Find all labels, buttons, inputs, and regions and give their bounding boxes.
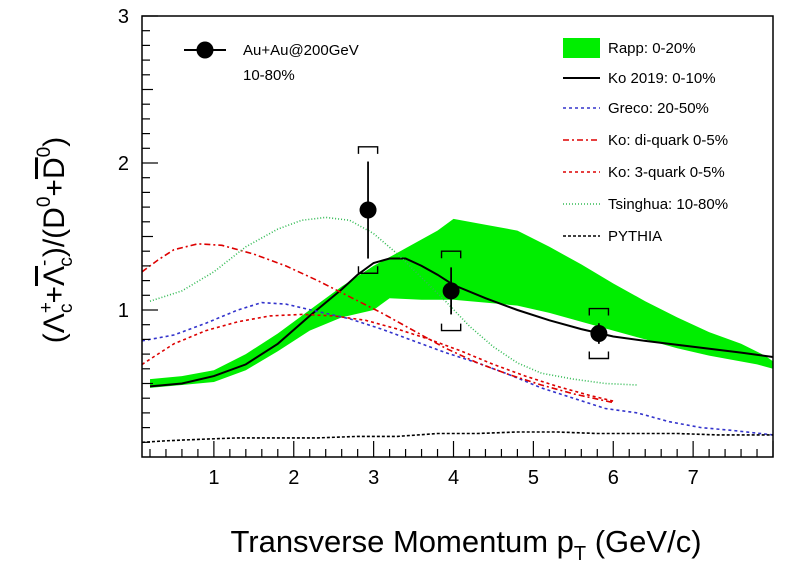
legend-entry-1: Ko 2019: 0-10% — [563, 70, 716, 87]
sys-bracket-bottom-0 — [357, 266, 379, 274]
series-line-4 — [149, 216, 638, 386]
x-tick-label: 3 — [368, 467, 379, 489]
legend-label: Ko 2019: 0-10% — [608, 70, 716, 87]
legend-label: Ko: di-quark 0-5% — [608, 132, 728, 149]
data-point-0 — [357, 146, 379, 274]
x-tick-label: 1 — [208, 467, 219, 489]
y-tick-label: 3 — [118, 6, 129, 28]
legend-entry-0: Rapp: 0-20% — [563, 38, 696, 58]
sys-bracket-bottom-2 — [588, 351, 610, 360]
legend-entry-3: Ko: di-quark 0-5% — [563, 132, 728, 149]
sys-bracket-top-0 — [357, 146, 379, 154]
data-point-2 — [588, 307, 610, 360]
data-point-1 — [440, 250, 462, 332]
y-tick-label: 1 — [118, 300, 129, 322]
x-axis-title-subscript: T — [574, 543, 586, 565]
legend-entry-2: Greco: 20-50% — [563, 100, 709, 117]
marker-2 — [590, 325, 608, 343]
marker-1 — [442, 282, 460, 300]
x-tick-label: 4 — [448, 467, 459, 489]
legend-label: Tsinghua: 10-80% — [608, 196, 728, 213]
legend-label: PYTHIA — [608, 228, 662, 245]
sys-bracket-top-2 — [588, 307, 610, 316]
legend-label: Greco: 20-50% — [608, 100, 709, 117]
y-axis-title: (Λ+c+Λ-c)/(D0+D0) — [34, 137, 77, 343]
legend-label: Rapp: 0-20% — [608, 40, 696, 57]
legend-swatch-band — [563, 38, 600, 58]
svg-text:(Λ+c+Λ-c)/(D0+D0): (Λ+c+Λ-c)/(D0+D0) — [34, 137, 77, 343]
sys-bracket-top-1 — [440, 250, 462, 259]
data-legend-label: Au+Au@200GeV — [243, 42, 359, 59]
legend-entry-4: Ko: 3-quark 0-5% — [563, 164, 725, 181]
series-line-0 — [149, 257, 773, 388]
series-line-2 — [142, 242, 614, 404]
x-tick-label: 7 — [688, 467, 699, 489]
plot-area — [142, 146, 773, 444]
data-legend: Au+Au@200GeV 10-80% — [184, 41, 359, 84]
data-legend-marker — [196, 41, 214, 59]
x-tick-label: 2 — [288, 467, 299, 489]
legend: Au+Au@200GeV 10-80% Rapp: 0-20% Ko 2019: 0-… — [184, 38, 728, 245]
centrality-annotation: 10-80% — [243, 67, 295, 84]
x-tick-label: 5 — [528, 467, 539, 489]
series-line-3 — [142, 313, 614, 402]
x-axis-title: Transverse Momentum pT (GeV/c) — [230, 524, 701, 565]
series-line-5 — [142, 431, 773, 444]
x-tick-label: 6 — [608, 467, 619, 489]
legend-entry-6: PYTHIA — [563, 228, 662, 245]
axis-ticks: 1 2 3 4 5 6 7 1 2 3 — [118, 6, 774, 489]
y-title-d-bar: D — [38, 157, 71, 179]
y-tick-label: 2 — [118, 153, 129, 175]
legend-entry-5: Tsinghua: 10-80% — [563, 196, 728, 213]
sys-bracket-bottom-1 — [440, 323, 462, 332]
marker-0 — [359, 201, 377, 219]
series-line-1 — [142, 301, 773, 436]
band-rapp — [150, 218, 773, 388]
y-title-lambda-bar: Λ — [38, 266, 71, 286]
legend-label: Ko: 3-quark 0-5% — [608, 164, 725, 181]
